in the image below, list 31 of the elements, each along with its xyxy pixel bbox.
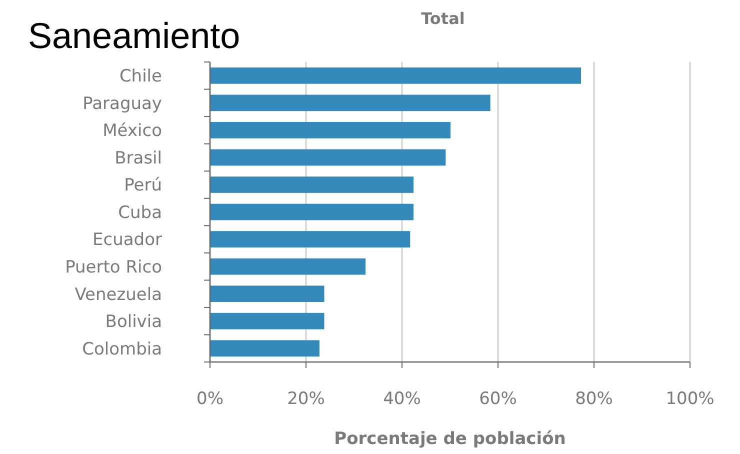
bar (210, 204, 414, 220)
y-tick-label: Bolivia (105, 312, 162, 332)
y-tick-label: Venezuela (74, 284, 162, 305)
bar (210, 149, 446, 166)
bar (210, 258, 366, 275)
x-tick-label: 100% (666, 389, 714, 409)
y-tick-label: Puerto Rico (65, 257, 162, 278)
y-tick-label: Colombia (82, 339, 162, 360)
y-tick-label: Cuba (118, 202, 162, 223)
bar (210, 67, 582, 84)
x-axis-title: Porcentaje de población (334, 429, 566, 449)
bar (210, 340, 320, 357)
chart-title: Saneamiento (28, 15, 240, 56)
y-tick-label: México (102, 121, 162, 142)
bar (210, 286, 324, 302)
x-tick-label: 40% (383, 389, 421, 409)
x-tick-label: 80% (575, 389, 613, 409)
chart-subtitle: Total (421, 9, 465, 28)
y-tick-label: Brasil (114, 148, 162, 168)
x-tick-label: 60% (479, 389, 517, 409)
y-tick-label: Ecuador (92, 230, 162, 250)
x-tick-label: 0% (196, 389, 224, 409)
bar (210, 231, 410, 248)
bar (210, 176, 414, 193)
y-tick-label: Chile (119, 66, 162, 87)
x-tick-label: 20% (287, 389, 325, 409)
bar (210, 312, 324, 330)
y-tick-label: Perú (124, 176, 162, 196)
bar (210, 122, 450, 138)
y-tick-label: Paraguay (82, 94, 162, 114)
bar (210, 94, 490, 112)
